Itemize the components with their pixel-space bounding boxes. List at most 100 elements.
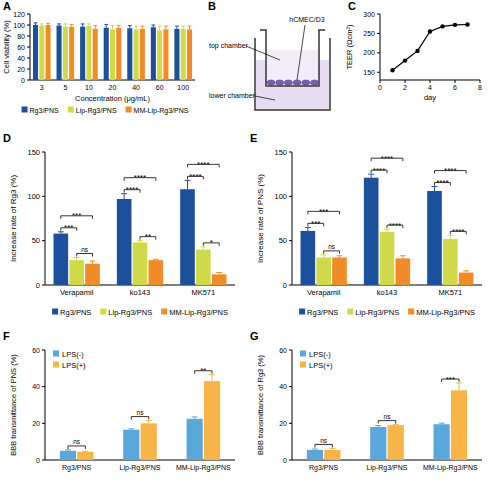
significance-bracket — [324, 251, 340, 254]
cell — [293, 80, 301, 85]
panel-label: B — [208, 0, 216, 12]
y-tick — [377, 72, 380, 73]
x-tick-label: 8 — [478, 84, 482, 91]
legend: Rg3/PNSLip-Rg3/PNSMM-Lip-Rg3/PNS — [22, 107, 189, 115]
legend: LPS(-)LPS(+) — [53, 350, 86, 370]
legend-label: MM-Lip-Rg3/PNS — [134, 107, 189, 115]
x-tick-label: 4 — [428, 84, 432, 91]
bar — [80, 27, 85, 80]
y-tick-label: 250 — [363, 30, 375, 37]
error-bar — [34, 23, 38, 25]
significance-bracket — [378, 421, 395, 424]
plot-area — [54, 180, 227, 285]
y-tick — [27, 36, 30, 37]
error-bar — [375, 426, 381, 427]
y-tick-label: 0 — [21, 77, 25, 84]
x-tick-label: MK571 — [438, 288, 462, 297]
significance-bracket — [131, 417, 148, 420]
bar — [93, 29, 98, 80]
panel-label: A — [3, 0, 11, 12]
y-tick — [27, 47, 30, 48]
bar — [380, 232, 395, 285]
y-axis — [45, 350, 46, 460]
error-bar — [81, 24, 85, 27]
y-tick-label: 150 — [27, 148, 40, 157]
bar — [54, 234, 69, 285]
line — [393, 24, 468, 70]
bar — [204, 381, 220, 460]
y-axis-label: Increase rate of PNS (%) — [256, 174, 265, 263]
plot-area — [301, 174, 474, 285]
marker — [415, 49, 419, 53]
label: lower chamber — [209, 92, 256, 99]
bar — [110, 29, 115, 80]
error-bar — [337, 256, 343, 258]
x-tick-label: 6 — [453, 84, 457, 91]
x-tick — [455, 80, 456, 83]
marker — [453, 23, 457, 27]
legend-label: LPS(+) — [62, 361, 86, 370]
x-tick-label: ko143 — [130, 288, 150, 297]
panel: 050100150Increase rate of PNS (%)EVerapa… — [250, 132, 482, 317]
y-tick-label: 50 — [32, 236, 40, 245]
marker — [465, 22, 469, 26]
y-tick-label: 50 — [279, 236, 287, 245]
error-bar — [175, 26, 179, 29]
y-tick-label: 20 — [32, 420, 40, 427]
significance-label: ns — [328, 243, 336, 250]
error-bar — [87, 24, 91, 26]
x-tick-label: Verapamil — [307, 288, 341, 297]
y-tick-label: 20 — [279, 420, 287, 427]
y-tick-label: 80 — [17, 33, 25, 40]
error-bar — [393, 424, 399, 426]
x-tick — [380, 80, 381, 83]
bar — [324, 450, 340, 460]
y-tick — [289, 423, 292, 424]
legend-swatch — [347, 309, 353, 315]
y-tick — [42, 350, 45, 351]
bar — [196, 250, 211, 285]
significance-label: *** — [446, 375, 455, 384]
panel-label: F — [3, 330, 10, 342]
panel-label: G — [250, 330, 259, 342]
bar — [69, 260, 84, 285]
y-tick-label: 150 — [274, 148, 287, 157]
error-bar — [74, 258, 80, 261]
error-bar — [121, 194, 127, 199]
x-tick-label: Lip-Rg3/PNS — [367, 464, 408, 472]
panel: 0204060BBB transmittance of Rg3 (%)GRg3/… — [250, 330, 482, 472]
y-tick-label: 0 — [283, 281, 287, 290]
y-axis — [292, 350, 293, 460]
bar — [63, 27, 68, 80]
error-bar — [321, 255, 327, 258]
significance-label: *** — [72, 211, 81, 220]
x-tick-label: 0 — [378, 84, 382, 91]
significance-label: **** — [389, 221, 401, 230]
bar — [133, 242, 148, 285]
cell — [302, 80, 310, 85]
bar — [141, 423, 157, 460]
bar — [46, 25, 51, 80]
bar — [77, 452, 93, 460]
leader — [246, 46, 280, 60]
error-bar — [447, 235, 453, 239]
leader — [255, 96, 275, 100]
x-tick-label: ko143 — [377, 288, 397, 297]
x-tick-label: 5 — [63, 84, 67, 91]
error-bar — [151, 25, 155, 27]
y-tick — [27, 14, 30, 15]
legend-swatch — [53, 362, 59, 368]
bar — [187, 419, 203, 460]
cell — [311, 80, 319, 85]
error-bar — [185, 180, 191, 189]
error-bar — [158, 26, 162, 30]
legend-swatch — [300, 362, 306, 368]
error-bar — [93, 26, 97, 29]
significance-label: ns — [384, 413, 392, 420]
y-axis-label: Cell viability (%) — [2, 20, 11, 74]
y-axis — [292, 152, 293, 285]
legend: LPS(-)LPS(+) — [300, 350, 333, 370]
error-bar — [65, 449, 71, 451]
bar — [104, 28, 109, 80]
x-tick — [405, 80, 406, 83]
